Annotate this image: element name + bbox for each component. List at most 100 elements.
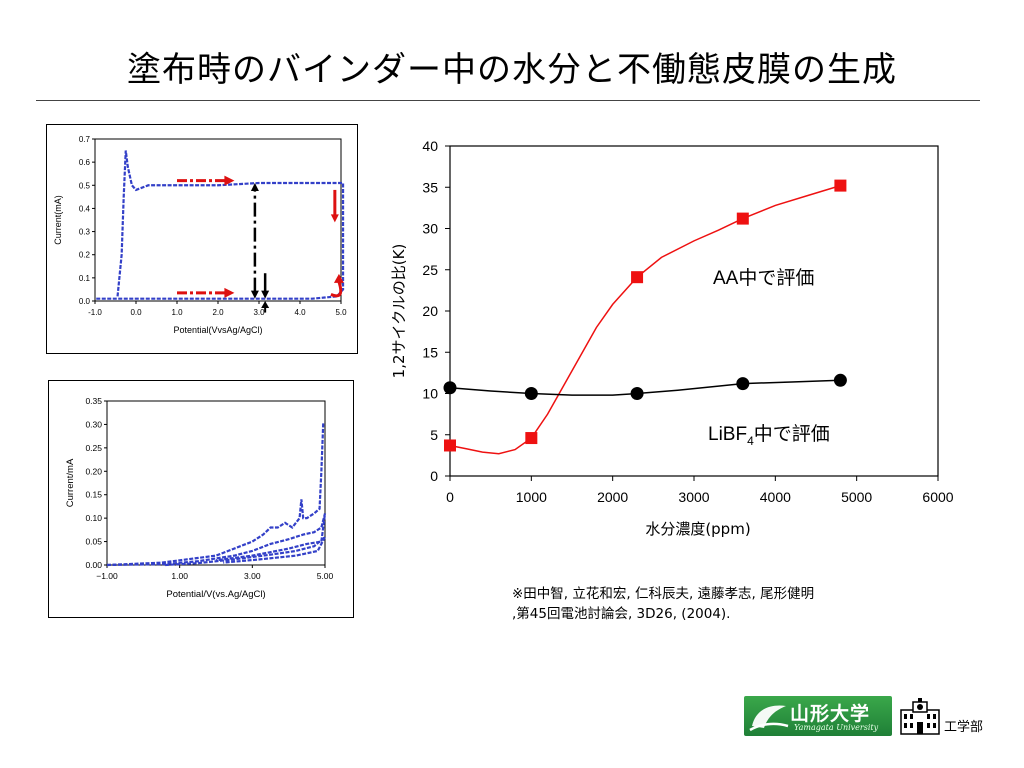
main-x-tick-label-0: 0 [446, 489, 454, 505]
x-tick-label-2-2: 3.00 [244, 571, 261, 581]
annotation-arrow-1-3-head [333, 273, 344, 283]
main-point-0-1 [525, 432, 538, 445]
main-point-1-0 [443, 381, 457, 395]
main-x-tick-label-3: 3000 [678, 489, 709, 505]
annotation-arrow-1-6-head [261, 301, 270, 308]
main-point-1-1 [524, 387, 538, 400]
cv-chart-1: 0.0 0.1 0.2 0.3 0.4 0.5 0.6 0.7 -1.0 0.0 1.0 2.0 3.0… [53, 135, 347, 335]
y-tick-label-1-6: 0.6 [79, 158, 91, 167]
main-point-0-2 [631, 271, 644, 284]
x-tick-label-2-1: 1.00 [171, 571, 188, 581]
y-tick-label-2-5: 0.25 [85, 443, 102, 453]
x-tick-label-1-0: -1.0 [88, 308, 102, 317]
main-x-axis-label: 水分濃度(ppm) [645, 520, 750, 538]
x-tick-label-1-6: 5.0 [335, 308, 347, 317]
main-x-tick-label-2: 2000 [597, 489, 628, 505]
slide-title: 塗布時のバインダー中の水分と不働態皮膜の生成 [127, 50, 897, 90]
x-tick-label-2-3: 5.00 [317, 571, 334, 581]
y-axis-label-2: Current/mA [65, 458, 76, 507]
annotation-arrow-1-5-head [261, 290, 270, 299]
citation-line-2: ,第45回電池討論会, 3D26, (2004). [512, 606, 731, 622]
annotation-arrow-1-1-head [224, 287, 235, 298]
x-tick-label-1-3: 2.0 [212, 308, 224, 317]
y-tick-label-2-2: 0.10 [85, 513, 102, 523]
main-x-tick-label-6: 6000 [922, 489, 953, 505]
annotation-arrow-1-4-head-top [250, 182, 259, 191]
leaf-icon [749, 705, 789, 732]
university-logo: 山形大学 Yamagata University 工学部 [744, 696, 994, 738]
annotation-arrow-1-5 [261, 273, 270, 299]
annotation-arrow-1-2-head [330, 214, 339, 223]
building-icon [900, 698, 940, 735]
plot-area-1 [94, 138, 342, 302]
cv-chart-2: 0.00 0.05 0.10 0.15 0.20 0.25 0.30 0.35 −1.00 1.0… [65, 396, 334, 600]
series-label-libf4-suffix: 中で評価 [754, 423, 830, 445]
main-y-tick-label-4: 20 [422, 303, 438, 319]
annotation-arrow-1-3-shaft [330, 281, 343, 298]
annotation-arrow-1-1 [177, 287, 235, 298]
x-tick-label-2-0: −1.00 [96, 571, 118, 581]
y-tick-label-1-4: 0.4 [79, 204, 91, 213]
main-y-tick-label-6: 30 [422, 221, 438, 237]
y-tick-label-1-0: 0.0 [79, 297, 91, 306]
y-tick-label-1-1: 0.1 [79, 274, 91, 283]
series-label-aa: AA中で評価 [713, 267, 814, 289]
series-line-1-0 [95, 150, 345, 300]
cv-chart-panel-1: 0.0 0.1 0.2 0.3 0.4 0.5 0.6 0.7 -1.0 0.0 1.0 2.0 3.0… [46, 124, 358, 354]
series-line-2-2 [165, 536, 326, 567]
annotation-arrow-1-4-head-bottom [250, 290, 259, 299]
y-tick-label-2-4: 0.20 [85, 466, 102, 476]
y-tick-label-2-1: 0.05 [85, 537, 102, 547]
series-label-libf4-main: LiBF [708, 424, 747, 445]
main-y-tick-label-2: 10 [422, 386, 438, 402]
main-y-tick-label-3: 15 [422, 344, 438, 360]
annotation-arrow-1-0-head [224, 175, 235, 186]
plot-area-2 [106, 400, 326, 566]
x-tick-label-1-2: 1.0 [171, 308, 183, 317]
main-y-tick-label-8: 40 [422, 138, 438, 154]
main-x-tick-label-1: 1000 [516, 489, 547, 505]
annotation-arrow-1-3 [330, 273, 344, 298]
faculty-label: 工学部 [944, 720, 984, 735]
y-tick-label-1-2: 0.2 [79, 251, 91, 260]
main-x-tick-label-4: 4000 [760, 489, 791, 505]
main-point-1-4 [833, 373, 847, 387]
main-plot-area [449, 145, 939, 477]
x-axis-label-2: Potential/V(vs.Ag/AgCl) [166, 589, 265, 600]
cv-chart-panel-2: 0.00 0.05 0.10 0.15 0.20 0.25 0.30 0.35 −1.00 1.0… [48, 380, 354, 618]
main-y-axis-label: 1,2サイクルの比(K) [390, 244, 408, 379]
main-point-0-3 [736, 212, 749, 225]
x-tick-label-1-1: 0.0 [130, 308, 142, 317]
ratio-vs-water-chart: 0 5 10 15 20 25 30 35 40 0 1000 2000 3000 4000 5000 600… [390, 138, 954, 538]
logo-mark: 山形大学 Yamagata University [744, 696, 892, 736]
main-point-0-0 [444, 439, 456, 452]
x-axis-label-1: Potential(VvsAg/AgCl) [173, 325, 262, 335]
main-y-tick-label-5: 25 [422, 262, 438, 278]
title-divider [36, 100, 980, 101]
series-line-2-0 [106, 423, 325, 567]
main-point-1-2 [630, 387, 644, 400]
main-series-line-0 [449, 184, 841, 455]
y-axis-label-1: Current(mA) [53, 195, 63, 245]
main-point-1-3 [736, 377, 750, 391]
annotation-arrow-1-6 [261, 301, 270, 313]
main-point-0-4 [834, 179, 847, 192]
main-y-tick-label-7: 35 [422, 179, 438, 195]
y-tick-label-2-7: 0.35 [85, 396, 102, 406]
main-y-tick-label-0: 0 [430, 468, 438, 484]
annotation-arrow-1-2 [330, 189, 339, 223]
main-series-line-1 [449, 379, 841, 396]
y-tick-label-2-0: 0.00 [85, 560, 102, 570]
main-y-tick-label-1: 5 [430, 427, 438, 443]
series-label-libf4: LiBF4中で評価 [708, 423, 830, 448]
annotation-arrow-1-4 [250, 182, 259, 299]
y-tick-label-1-7: 0.7 [79, 135, 91, 144]
annotation-arrow-1-0 [177, 175, 235, 186]
series-label-libf4-subscript: 4 [747, 434, 754, 448]
y-tick-label-2-3: 0.15 [85, 490, 102, 500]
citation-line-1: ※田中智, 立花和宏, 仁科辰夫, 遠藤孝志, 尾形健明 [512, 586, 815, 602]
x-tick-label-1-5: 4.0 [294, 308, 306, 317]
y-tick-label-1-5: 0.5 [79, 181, 91, 190]
logo-text: 山形大学 [790, 703, 871, 725]
x-tick-label-1-4: 3.0 [253, 308, 265, 317]
